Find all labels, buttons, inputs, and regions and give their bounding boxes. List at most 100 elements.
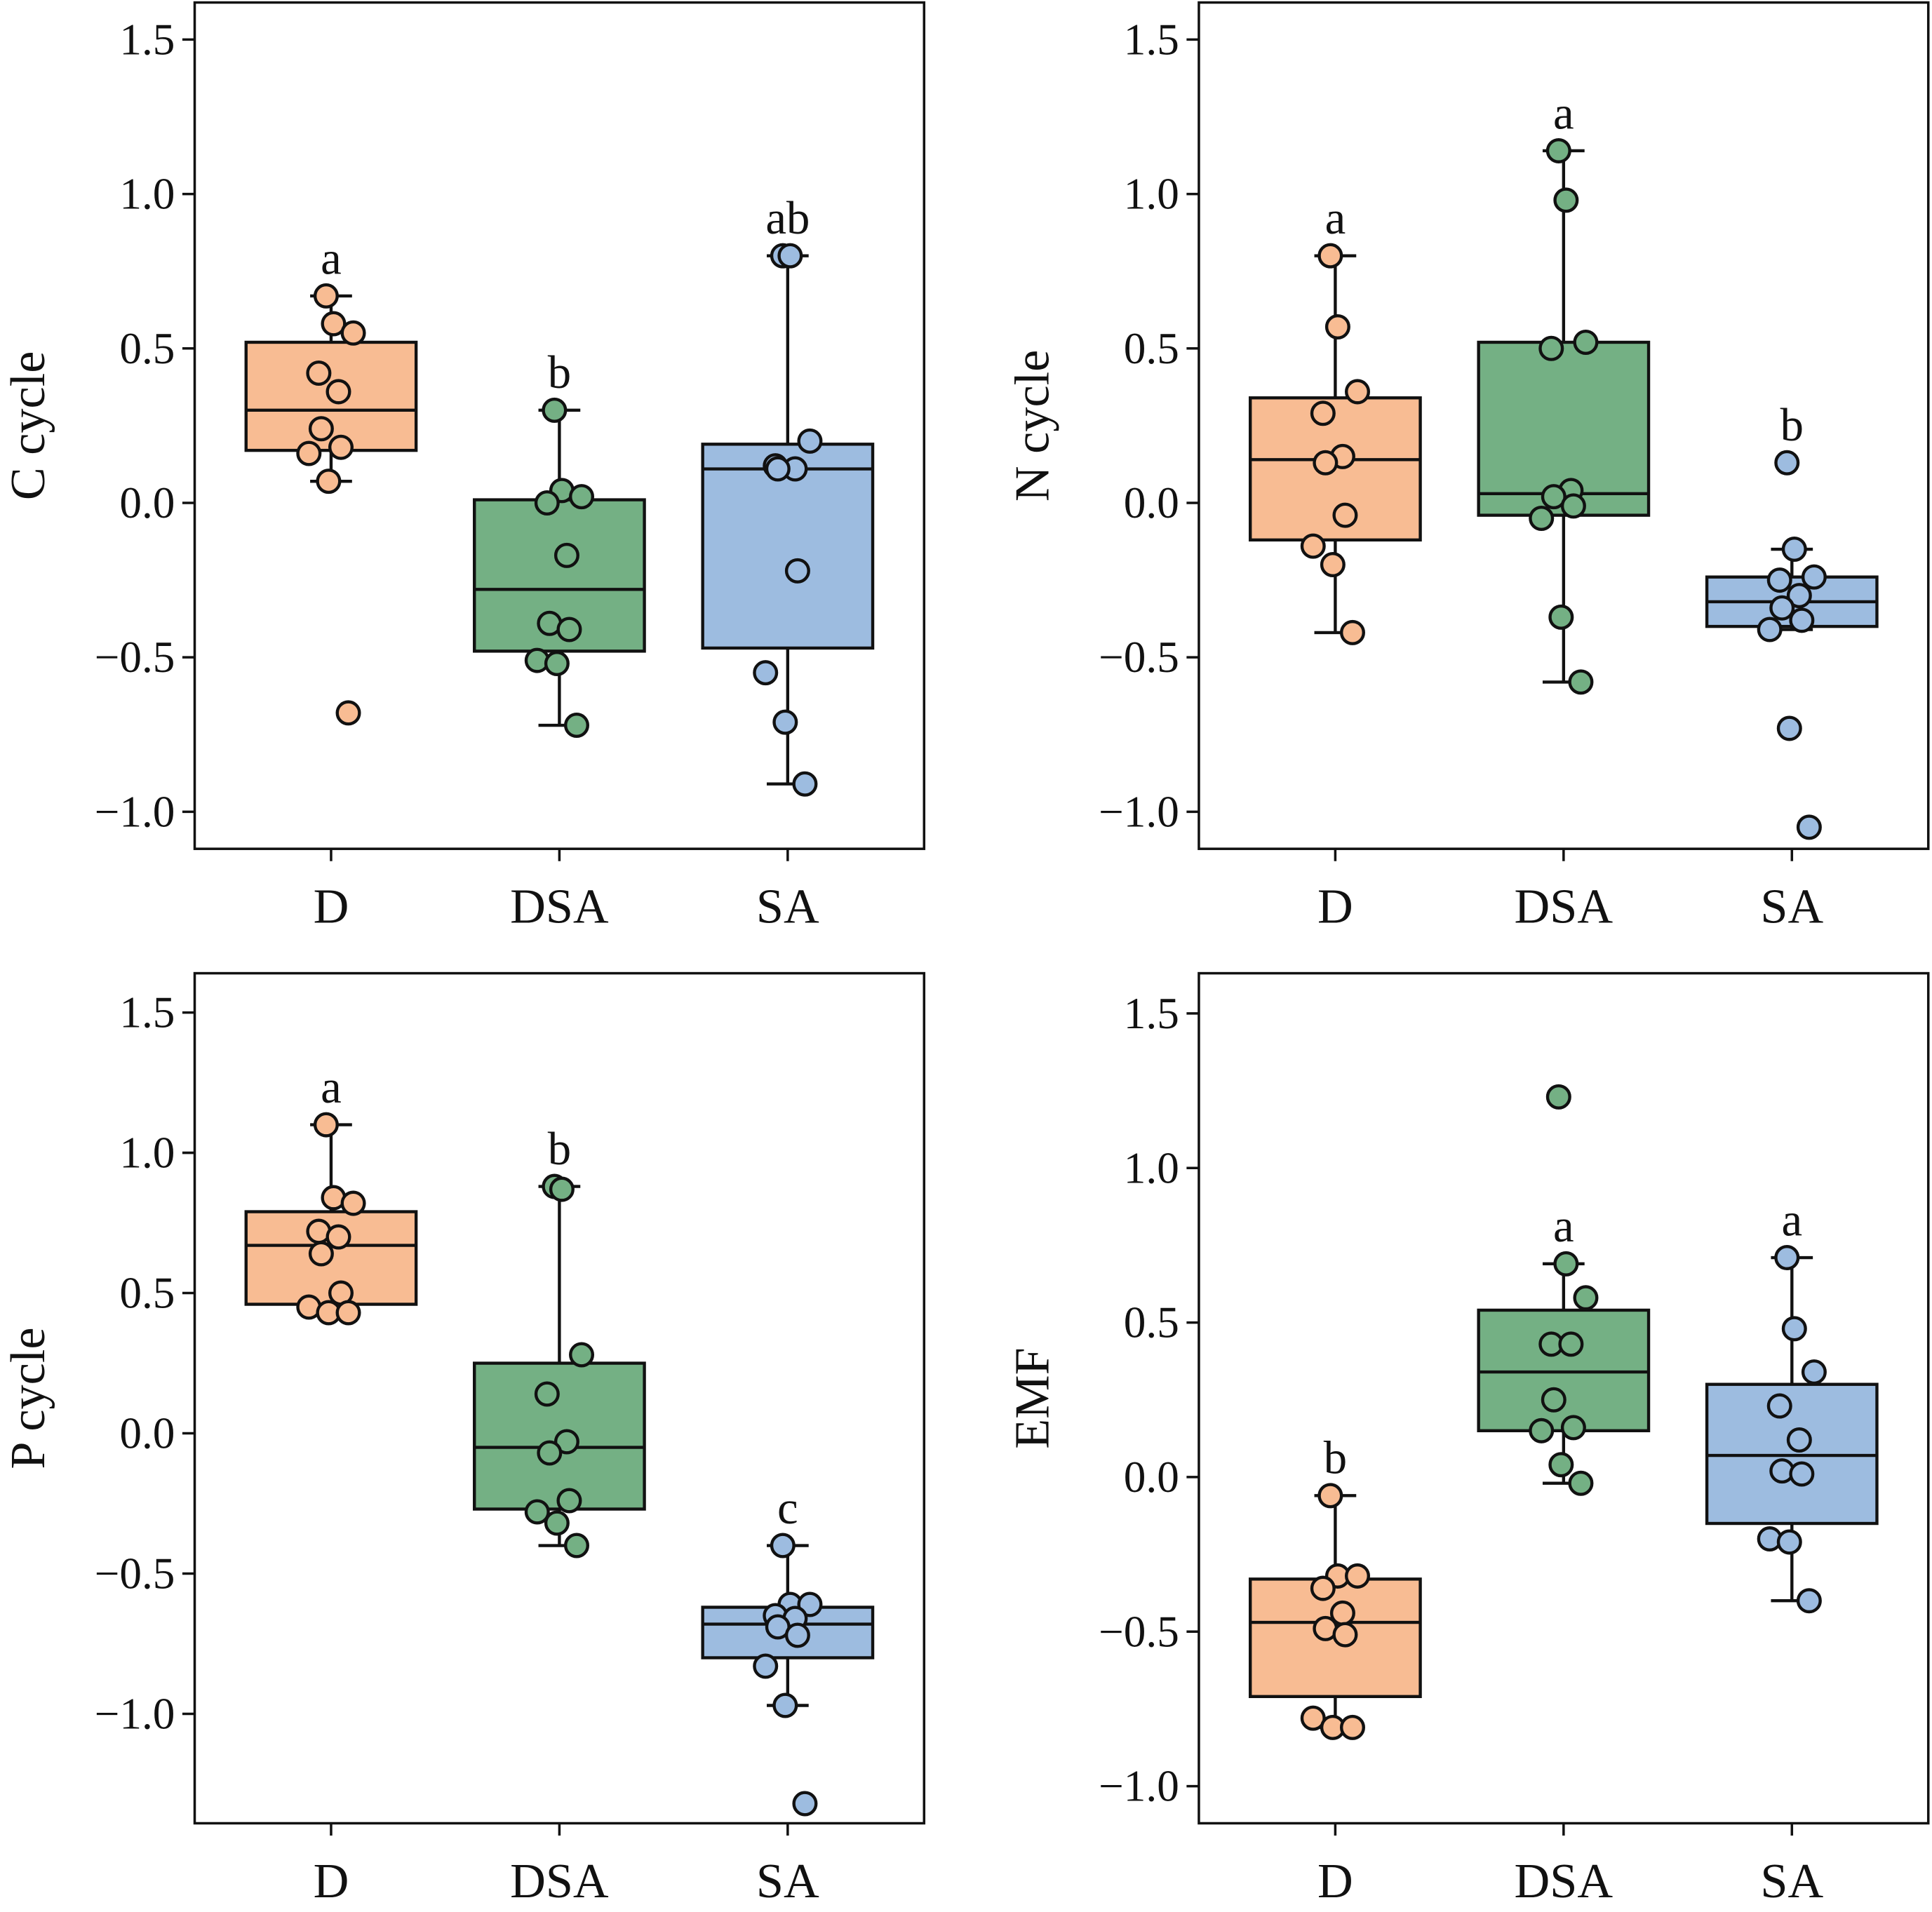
data-point	[544, 1510, 570, 1536]
data-point	[1796, 1588, 1822, 1614]
data-point	[1529, 505, 1555, 531]
y-tick-label: −0.5	[1099, 633, 1179, 682]
y-tick-label: 1.5	[119, 15, 175, 64]
group-DSA: DSA a	[1477, 1084, 1651, 1908]
x-tick-label: SA	[756, 1854, 819, 1908]
data-point	[784, 1622, 810, 1648]
y-tick-label: 1.0	[119, 1129, 175, 1178]
data-point	[1789, 607, 1815, 633]
y-tick-label: 0.0	[1124, 1453, 1179, 1502]
data-point	[556, 1488, 582, 1514]
data-point	[1553, 187, 1579, 213]
data-point	[1300, 533, 1326, 559]
data-point	[524, 1499, 550, 1525]
y-tick-label: 0.5	[119, 324, 175, 373]
data-point	[784, 558, 810, 584]
data-point	[306, 361, 332, 386]
data-point	[335, 1300, 361, 1326]
data-point	[1332, 1622, 1358, 1648]
significance-letter: a	[1553, 88, 1574, 139]
group-D: Da	[244, 1062, 418, 1908]
data-point	[1332, 502, 1358, 528]
y-tick-label: 0.5	[1124, 324, 1179, 373]
data-point	[308, 1241, 334, 1267]
panel-n-cycle: −1.0 −0.5 0.0 0.5 1.0 1.5 N cycle Da DSA a SA b	[1005, 1, 1930, 934]
data-point	[563, 1533, 589, 1558]
x-tick-label: DSA	[1515, 1854, 1614, 1908]
data-point	[321, 311, 347, 337]
data-point	[556, 617, 582, 642]
x-tick-label: D	[1317, 1854, 1353, 1908]
x-tick-label: SA	[756, 880, 819, 934]
y-tick-label: 1.0	[1124, 170, 1179, 219]
data-point	[542, 397, 568, 423]
data-point	[1345, 1563, 1371, 1589]
y-tick-label: −1.0	[1099, 1762, 1179, 1811]
data-point	[1545, 137, 1571, 163]
y-tick-label: −0.5	[1099, 1607, 1179, 1656]
data-point	[296, 440, 322, 466]
y-tick-label: −1.0	[95, 787, 175, 836]
significance-letter: ab	[765, 193, 810, 244]
data-point	[569, 484, 595, 510]
data-point	[326, 1224, 351, 1250]
data-point	[770, 1533, 796, 1558]
data-point	[563, 713, 589, 739]
group-SA: SA a	[1705, 1194, 1879, 1908]
data-point	[777, 243, 803, 269]
panel-c-cycle: −1.0 −0.5 0.0 0.5 1.0 1.5 C cycle Da DSA b SA ab	[1, 1, 926, 934]
x-tick-label: D	[314, 1854, 349, 1908]
data-point	[792, 771, 818, 797]
significance-letter: a	[321, 233, 342, 284]
data-point	[328, 434, 354, 460]
data-point	[1339, 619, 1365, 645]
data-point	[554, 542, 579, 568]
x-tick-label: DSA	[1515, 880, 1614, 934]
data-point	[1339, 1714, 1365, 1740]
significance-letter: b	[548, 347, 571, 398]
data-point	[326, 379, 351, 405]
y-tick-label: 1.5	[1124, 989, 1179, 1038]
y-axis-label: EMF	[1005, 1347, 1060, 1448]
significance-letter: a	[1553, 1201, 1574, 1252]
x-tick-label: D	[1317, 880, 1353, 934]
data-point	[1313, 450, 1339, 476]
y-tick-label: 1.5	[1124, 15, 1179, 64]
data-point	[313, 1112, 339, 1138]
data-point	[1781, 1316, 1807, 1342]
data-point	[537, 1440, 563, 1466]
y-tick-label: 0.0	[1124, 478, 1179, 527]
data-point	[1786, 583, 1812, 609]
y-axis-label: C cycle	[1, 351, 55, 501]
data-point	[1776, 715, 1802, 741]
data-point	[534, 490, 560, 516]
data-point	[340, 320, 366, 346]
y-tick-label: 0.5	[1124, 1298, 1179, 1347]
data-point	[1568, 1470, 1594, 1496]
data-point	[1310, 1575, 1336, 1601]
group-DSA: DSA b	[473, 347, 646, 934]
x-tick-label: DSA	[510, 880, 609, 934]
data-point	[1769, 595, 1795, 621]
y-axis-label: N cycle	[1005, 350, 1060, 501]
data-point	[1757, 617, 1783, 642]
data-point	[1548, 604, 1574, 630]
group-D: Da	[1249, 193, 1422, 934]
data-point	[1548, 1452, 1574, 1478]
y-tick-label: 1.0	[1124, 1143, 1179, 1192]
data-point	[1801, 564, 1827, 590]
box	[1705, 1382, 1879, 1526]
data-point	[765, 456, 791, 482]
data-point	[569, 1342, 595, 1368]
y-tick-label: −1.0	[95, 1690, 175, 1739]
y-tick-label: 1.5	[119, 988, 175, 1037]
data-point	[308, 416, 334, 442]
y-tick-label: −0.5	[95, 1549, 175, 1598]
data-point	[1317, 1483, 1343, 1509]
significance-letter: b	[1324, 1433, 1347, 1484]
data-point	[1568, 669, 1594, 695]
x-tick-label: D	[314, 880, 349, 934]
data-point	[1774, 450, 1800, 476]
data-point	[753, 1653, 779, 1679]
